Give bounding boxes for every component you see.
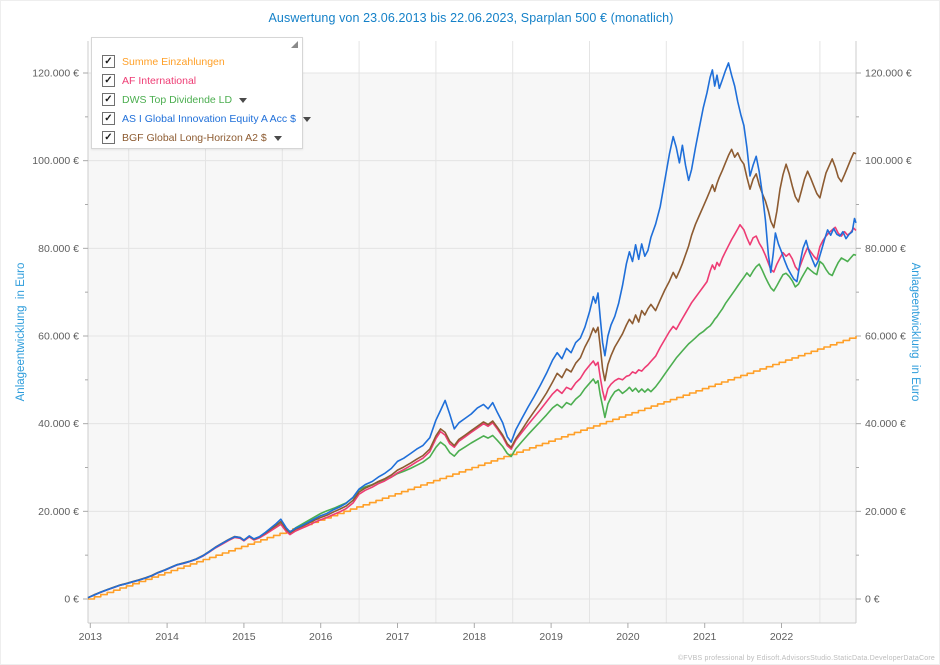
legend-collapse-icon[interactable]: [291, 41, 298, 48]
y-tick-label-left: 0 €: [64, 594, 79, 606]
y-tick-label-right: 40.000 €: [865, 418, 906, 430]
y-axis-title-right: Anlageentwicklung in Euro: [909, 262, 921, 402]
series-line-as-i-global-innovation-equity-a-acc: [87, 62, 857, 599]
legend-item-bgf-global-long-horizon-a2: ✓ BGF Global Long-Horizon A2 $: [102, 128, 298, 147]
y-tick-label-right: 0 €: [865, 594, 880, 606]
y-tick-label-left: 80.000 €: [38, 243, 79, 255]
x-tick-label: 2019: [539, 631, 563, 643]
x-tick-label: 2022: [770, 631, 794, 643]
legend-checkbox-dws-top-dividende-ld[interactable]: ✓: [102, 93, 115, 106]
legend: ✓ Summe Einzahlungen ✓ AF International ✓ DWS…: [91, 37, 311, 149]
y-tick-label-right: 80.000 €: [865, 243, 906, 255]
x-tick-label: 2015: [232, 631, 256, 643]
x-tick-label: 2013: [79, 631, 103, 643]
x-tick-label: 2021: [693, 631, 717, 643]
legend-label: Summe Einzahlungen: [122, 55, 225, 68]
legend-label: DWS Top Dividende LD: [122, 93, 233, 106]
legend-checkbox-summe-einzahlungen[interactable]: ✓: [102, 55, 115, 68]
credit-text: ©FVBS professional by Edisoft.AdvisorsSt…: [677, 655, 935, 662]
chart-title: Auswertung von 23.06.2013 bis 22.06.2023…: [268, 11, 674, 25]
x-tick-label: 2017: [386, 631, 410, 643]
legend-item-af-international: ✓ AF International: [102, 71, 298, 90]
legend-label: BGF Global Long-Horizon A2 $: [122, 131, 267, 144]
y-tick-label-left: 60.000 €: [38, 331, 79, 343]
plot-background: [88, 73, 856, 623]
y-tick-label-right: 20.000 €: [865, 506, 906, 518]
y-tick-label-left: 40.000 €: [38, 418, 79, 430]
x-tick-label: 2018: [463, 631, 487, 643]
y-tick-label-left: 120.000 €: [32, 68, 79, 80]
legend-item-list: ✓ Summe Einzahlungen ✓ AF International ✓ DWS…: [102, 52, 311, 147]
legend-item-dws-top-dividende-ld: ✓ DWS Top Dividende LD: [102, 90, 298, 109]
series-line-summe-einzahlungen: [88, 336, 857, 600]
legend-checkbox-as-i-global-innovation-equity-a-acc[interactable]: ✓: [102, 112, 115, 125]
y-tick-label-right: 60.000 €: [865, 331, 906, 343]
y-tick-label-right: 120.000 €: [865, 68, 912, 80]
legend-label: AF International: [122, 74, 197, 87]
y-tick-label-left: 100.000 €: [32, 155, 79, 167]
y-tick-label-left: 20.000 €: [38, 506, 79, 518]
x-tick-label: 2020: [616, 631, 640, 643]
legend-checkbox-af-international[interactable]: ✓: [102, 74, 115, 87]
legend-checkbox-bgf-global-long-horizon-a2[interactable]: ✓: [102, 131, 115, 144]
legend-dropdown-arrow-icon[interactable]: [273, 136, 282, 141]
x-tick-label: 2016: [309, 631, 333, 643]
legend-item-summe-einzahlungen: ✓ Summe Einzahlungen: [102, 52, 298, 71]
y-tick-label-right: 100.000 €: [865, 155, 912, 167]
legend-item-as-i-global-innovation-equity-a-acc: ✓ AS I Global Innovation Equity A Acc $: [102, 109, 311, 128]
legend-label: AS I Global Innovation Equity A Acc $: [122, 112, 296, 125]
legend-dropdown-arrow-icon[interactable]: [239, 98, 248, 103]
x-tick-label: 2014: [155, 631, 179, 643]
legend-dropdown-arrow-icon[interactable]: [302, 117, 311, 122]
